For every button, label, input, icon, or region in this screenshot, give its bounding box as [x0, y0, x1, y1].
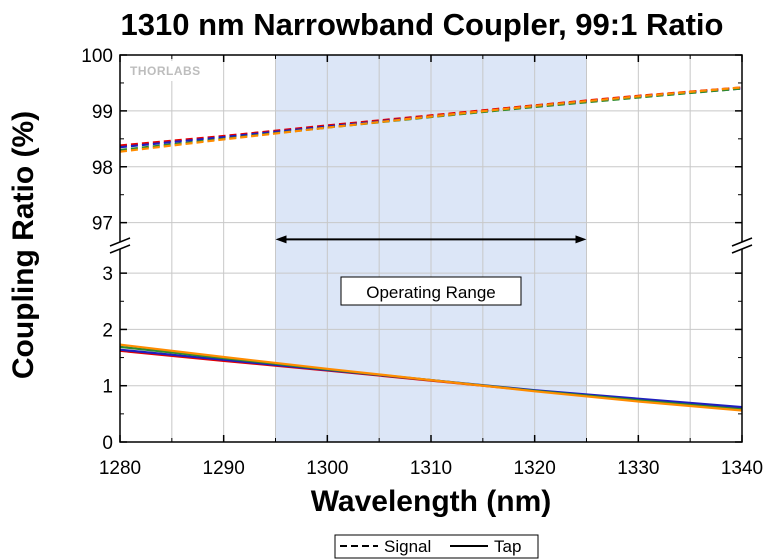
arrow-head-right [575, 235, 587, 244]
x-axis-title: Wavelength (nm) [311, 485, 552, 518]
annotation-box [340, 276, 522, 306]
x-tick-label: 1300 [306, 458, 348, 479]
chart-title: 1310 nm Narrowband Coupler, 99:1 Ratio [121, 7, 724, 42]
axis-break-line [109, 244, 131, 254]
x-tick-label: 1280 [99, 458, 141, 479]
y-tick-label: 1 [102, 377, 113, 398]
signal-series-4 [119, 86, 743, 153]
legend-label-tap: Tap [494, 537, 521, 556]
y-tick-label: 97 [92, 214, 113, 235]
axis-break-gap [110, 242, 130, 249]
tap-series-4 [119, 343, 743, 412]
legend-label-signal: Signal [384, 537, 431, 556]
logo-background [124, 61, 220, 81]
operating-range-arrow [275, 235, 587, 244]
x-tick-label: 1320 [514, 458, 556, 479]
y-tick-label: 0 [102, 433, 113, 454]
series-lines [119, 86, 743, 412]
legend-box [334, 534, 539, 559]
x-tick-label: 1340 [721, 458, 763, 479]
x-tick-label: 1290 [203, 458, 245, 479]
y-tick-label: 100 [81, 46, 113, 67]
y-tick-label: 99 [92, 102, 113, 123]
axis-break-line [731, 237, 753, 247]
axis-break-line [731, 244, 753, 254]
legend: Signal Tap [334, 534, 539, 559]
axis-break-line [109, 237, 131, 247]
x-tick-label: 1310 [410, 458, 452, 479]
logo-text: THORLABS [130, 64, 201, 78]
axis-ticks: 1280 1290 1300 1310 1320 1330 1340 97 98 99 100 0 1 2… [81, 46, 763, 479]
thorlabs-logo: THORLABS [124, 61, 220, 81]
y-axis-title: Coupling Ratio (%) [7, 111, 40, 379]
y-tick-label: 98 [92, 158, 113, 179]
arrow-head-left [275, 235, 287, 244]
annotation-text: Operating Range [366, 283, 495, 302]
operating-range-annotation: Operating Range [340, 276, 522, 306]
axis-break-marks [109, 237, 753, 254]
y-tick-label: 2 [102, 320, 113, 341]
grid-lines [120, 55, 742, 442]
x-tick-label: 1330 [617, 458, 659, 479]
y-tick-label: 3 [102, 264, 113, 285]
axis-break-gap [732, 242, 752, 249]
